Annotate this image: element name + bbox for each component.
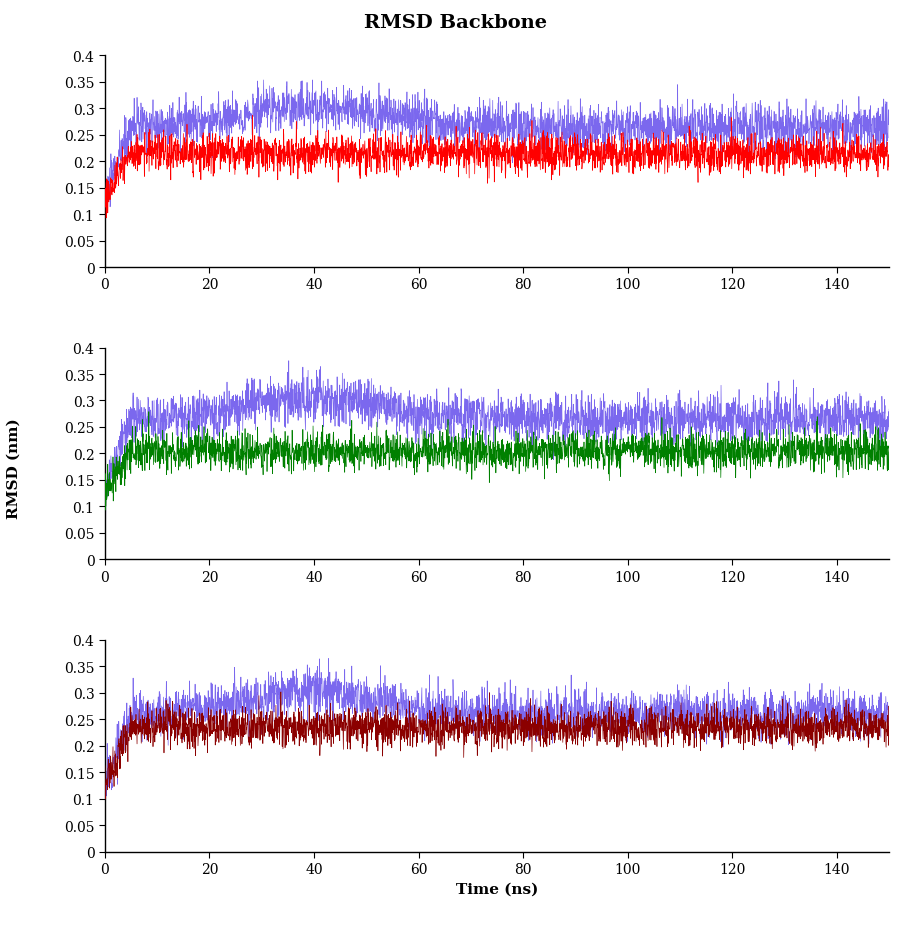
Text: RMSD Backbone: RMSD Backbone xyxy=(364,14,547,32)
X-axis label: Time (ns): Time (ns) xyxy=(456,882,537,896)
Text: RMSD (nm): RMSD (nm) xyxy=(6,417,21,519)
